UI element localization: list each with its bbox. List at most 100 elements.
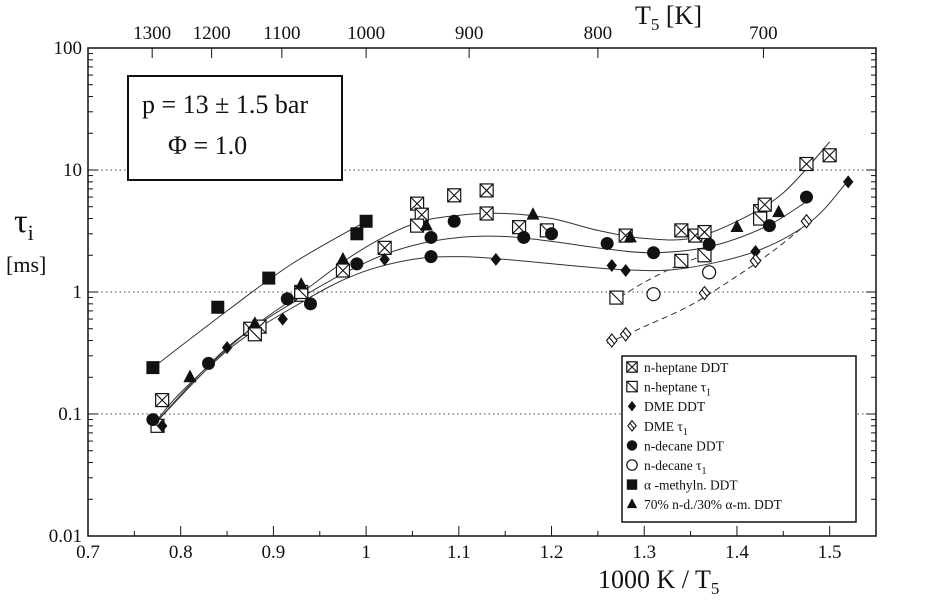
data-point — [280, 292, 294, 306]
data-point — [517, 230, 531, 244]
legend-label: α -methyln. DDT — [644, 478, 738, 493]
data-point — [303, 297, 317, 311]
y-axis-unit: [ms] — [6, 252, 46, 277]
data-point — [155, 392, 170, 408]
y-tick-label: 0.01 — [49, 526, 82, 547]
data-point — [702, 238, 716, 252]
legend-box — [621, 355, 857, 523]
data-point — [359, 214, 373, 228]
x-axis-title: 1000 K / T5 — [598, 565, 719, 598]
data-point — [600, 236, 614, 250]
x-tick-labels: 0.7 0.8 0.9 1 1.1 1.2 1.3 1.4 1.5 — [76, 542, 841, 563]
data-point — [277, 312, 288, 326]
legend-marker — [627, 419, 637, 432]
data-point — [605, 333, 618, 348]
data-point — [419, 218, 433, 231]
legend-marker — [626, 498, 638, 509]
y-axis-title: τi — [14, 203, 34, 245]
top-tick-label: 700 — [749, 23, 778, 44]
data-point — [757, 197, 772, 212]
data-point — [526, 207, 540, 220]
y-tick-labels: 0.01 0.1 1 10 100 — [49, 38, 82, 547]
top-tick-label: 900 — [455, 23, 484, 44]
legend-marker — [627, 401, 637, 412]
data-point — [146, 413, 160, 427]
data-point — [674, 253, 689, 268]
top-tick-label: 1200 — [193, 23, 231, 44]
top-tick-label: 1000 — [347, 23, 385, 44]
data-point — [379, 252, 390, 266]
data-point — [490, 252, 502, 266]
data-point — [799, 156, 814, 172]
top-tick-label: 800 — [584, 23, 613, 44]
data-point — [294, 277, 308, 290]
data-point — [248, 316, 262, 329]
legend-label: n-decane τ1 — [644, 458, 707, 477]
data-point — [620, 264, 631, 278]
x-tick-label: 1.5 — [818, 542, 842, 563]
data-point — [800, 213, 813, 229]
data-point — [609, 290, 624, 305]
top-tick-labels: 1300 1200 1100 1000 900 800 700 — [133, 23, 777, 44]
data-point — [730, 219, 744, 233]
data-point — [479, 183, 494, 198]
data-point — [511, 220, 527, 235]
data-point — [697, 248, 712, 263]
data-point — [749, 253, 762, 269]
data-point — [479, 206, 494, 221]
legend-label: DME DDT — [644, 399, 706, 414]
legend-marker — [626, 479, 638, 490]
data-point — [623, 229, 637, 243]
data-markers — [146, 148, 854, 433]
data-point — [674, 223, 689, 238]
data-point — [350, 227, 364, 241]
data-point — [350, 257, 364, 271]
condition-pressure: p = 13 ± 1.5 bar — [142, 90, 308, 119]
legend-label: 70% n-d./30% α-m. DDT — [644, 497, 783, 512]
fit-curve — [152, 220, 367, 369]
fit-curve — [606, 223, 807, 344]
data-point — [606, 258, 617, 272]
data-point — [424, 250, 438, 264]
legend-label: DME τ1 — [644, 419, 688, 438]
x-tick-label: 1 — [361, 542, 371, 563]
data-point — [842, 175, 854, 189]
x-tick-label: 1.2 — [540, 542, 564, 563]
legend-marker — [626, 440, 638, 451]
top-tick-label: 1300 — [133, 23, 171, 44]
data-point — [424, 230, 438, 244]
x-tick-label: 1.1 — [447, 542, 471, 563]
condition-equivalence-ratio: Φ = 1.0 — [168, 131, 247, 160]
data-point — [156, 419, 168, 433]
data-point — [202, 356, 216, 370]
x-tick-label: 0.8 — [169, 542, 193, 563]
data-point — [646, 287, 661, 302]
data-point — [647, 246, 661, 260]
data-point — [698, 285, 711, 301]
y-tick-label: 10 — [63, 160, 82, 181]
data-point — [335, 263, 351, 278]
top-axis-title: T5 [K] — [635, 1, 702, 34]
y-tick-label: 0.1 — [58, 404, 82, 425]
data-point — [410, 196, 425, 211]
data-point — [377, 240, 392, 255]
legend-marker — [626, 380, 638, 393]
data-point — [336, 251, 350, 265]
data-point — [447, 214, 461, 228]
y-tick-label: 100 — [54, 38, 83, 59]
data-point — [545, 227, 559, 241]
data-point — [822, 148, 837, 163]
data-point — [762, 219, 776, 233]
x-tick-label: 1.4 — [725, 542, 749, 563]
data-point — [750, 244, 761, 258]
axis-ticks — [87, 48, 877, 537]
data-point — [447, 188, 462, 203]
y-tick-label: 1 — [73, 282, 83, 303]
top-tick-label: 1100 — [263, 23, 300, 44]
legend-marker — [626, 361, 638, 373]
x-tick-label: 0.7 — [76, 542, 100, 563]
data-point — [697, 224, 712, 240]
x-tick-label: 1.3 — [632, 542, 656, 563]
